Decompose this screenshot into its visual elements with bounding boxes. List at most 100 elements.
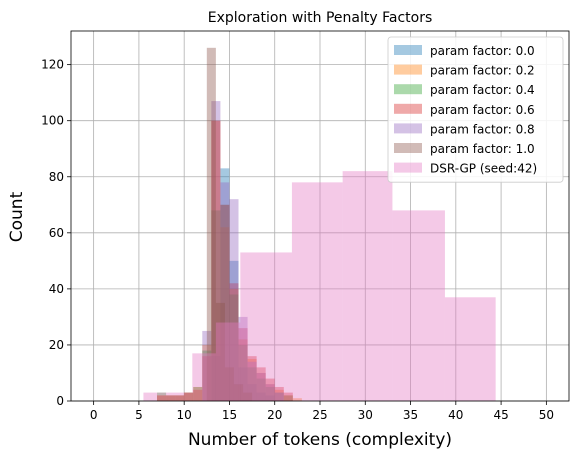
histogram-bar xyxy=(342,171,393,401)
x-tick-label: 35 xyxy=(403,408,418,422)
histogram-bar xyxy=(238,344,248,401)
y-tick-label: 80 xyxy=(49,170,64,184)
histogram-bar xyxy=(283,395,293,401)
histogram-bar xyxy=(220,204,230,401)
histogram-bar xyxy=(265,384,275,401)
histogram-bar xyxy=(220,204,230,401)
histogram-bar xyxy=(256,372,266,401)
x-tick-label: 25 xyxy=(312,408,327,422)
histogram-bar xyxy=(274,386,284,401)
legend-label: param factor: 0.0 xyxy=(430,44,535,58)
y-tick-label: 0 xyxy=(56,394,64,408)
x-tick-label: 45 xyxy=(493,408,508,422)
histogram-bar xyxy=(175,395,185,401)
histogram-bar xyxy=(229,283,239,401)
histogram-bar xyxy=(256,392,266,401)
legend-swatch xyxy=(394,45,422,55)
series-0 xyxy=(211,168,275,401)
histogram-bar xyxy=(247,367,257,401)
histogram-bar xyxy=(247,356,257,401)
x-tick-label: 30 xyxy=(358,408,373,422)
histogram-bar xyxy=(202,344,212,401)
histogram-bar xyxy=(229,288,239,401)
histogram-bar xyxy=(211,120,221,402)
histogram-bar xyxy=(211,356,221,401)
histogram-bar xyxy=(157,395,167,401)
y-tick-label: 40 xyxy=(49,282,64,296)
histogram-bar xyxy=(215,322,241,401)
histogram-bar xyxy=(224,367,234,401)
histogram-bar xyxy=(283,395,293,401)
histogram-bar xyxy=(274,389,284,401)
x-tick-label: 20 xyxy=(267,408,282,422)
x-axis-label: Number of tokens (complexity) xyxy=(188,430,452,450)
histogram-bar xyxy=(220,227,230,401)
histogram-bar xyxy=(229,199,239,401)
histogram-bar xyxy=(256,367,266,401)
histogram-bar xyxy=(265,378,275,401)
histogram-bar xyxy=(167,392,193,401)
axes: 0 5 10 15 20 25 30 35 40 45 50 0 20 40 60 80 100 120 xyxy=(41,30,570,422)
legend-label: param factor: 1.0 xyxy=(430,142,535,156)
histogram-bar xyxy=(233,384,244,401)
histogram-bar xyxy=(143,392,168,401)
legend-label: param factor: 0.4 xyxy=(430,83,535,97)
histogram-bar xyxy=(211,101,221,402)
histogram-bar xyxy=(265,395,275,401)
histogram-bar xyxy=(215,302,225,401)
x-tick-label: 40 xyxy=(448,408,463,422)
chart-title: Exploration with Penalty Factors xyxy=(208,10,433,26)
histogram-bar xyxy=(238,339,248,401)
legend-label: param factor: 0.8 xyxy=(430,122,535,136)
histogram-bar xyxy=(238,316,248,401)
histogram-bar xyxy=(256,372,266,401)
legend-swatch xyxy=(394,64,422,75)
series-6 xyxy=(143,171,496,401)
histogram-bar xyxy=(274,392,284,401)
histogram-bar xyxy=(229,260,239,401)
histogram-bar xyxy=(247,384,257,401)
legend-swatch xyxy=(394,123,422,134)
histogram-bar xyxy=(444,297,496,401)
histogram-bar xyxy=(247,361,257,401)
histogram-bar xyxy=(292,398,302,401)
legend-label: DSR-GP (seed:42) xyxy=(430,162,537,176)
x-tick-label: 50 xyxy=(539,408,554,422)
series-4 xyxy=(202,101,284,402)
legend-swatch xyxy=(394,162,422,173)
x-tick-label: 5 xyxy=(135,408,143,422)
histogram-bar xyxy=(184,392,194,401)
histogram-bar xyxy=(193,386,203,401)
histogram-bar xyxy=(184,392,194,401)
series-5 xyxy=(206,47,253,402)
legend-box xyxy=(387,36,564,183)
histogram-bar xyxy=(184,392,194,401)
histogram-bar xyxy=(240,252,292,401)
histogram-bar xyxy=(238,367,248,401)
histogram-bar xyxy=(283,392,293,401)
histogram-bar xyxy=(274,392,284,401)
histogram-bar xyxy=(229,294,239,401)
legend-label: param factor: 0.6 xyxy=(430,103,535,117)
series-1 xyxy=(157,120,302,402)
histogram-bar xyxy=(247,358,257,401)
legend-swatch xyxy=(394,103,422,114)
y-tick-label: 60 xyxy=(49,226,64,240)
series-3 xyxy=(157,120,293,402)
histogram-bar xyxy=(392,210,445,401)
y-tick-label: 100 xyxy=(41,114,64,128)
y-tick-label: 20 xyxy=(49,338,64,352)
x-tick-label: 15 xyxy=(222,408,237,422)
histogram-bar xyxy=(202,350,212,401)
histogram-bars xyxy=(143,47,496,402)
legend-swatch xyxy=(394,84,422,95)
histogram-bar xyxy=(238,328,248,401)
histogram-bar xyxy=(202,330,212,401)
x-tick-label: 0 xyxy=(90,408,98,422)
histogram-bar xyxy=(256,378,266,401)
legend: param factor: 0.0 param factor: 0.2 param … xyxy=(387,36,564,183)
x-tick-label: 10 xyxy=(177,408,192,422)
histogram-bar xyxy=(192,353,216,401)
histogram-bar xyxy=(166,395,176,401)
